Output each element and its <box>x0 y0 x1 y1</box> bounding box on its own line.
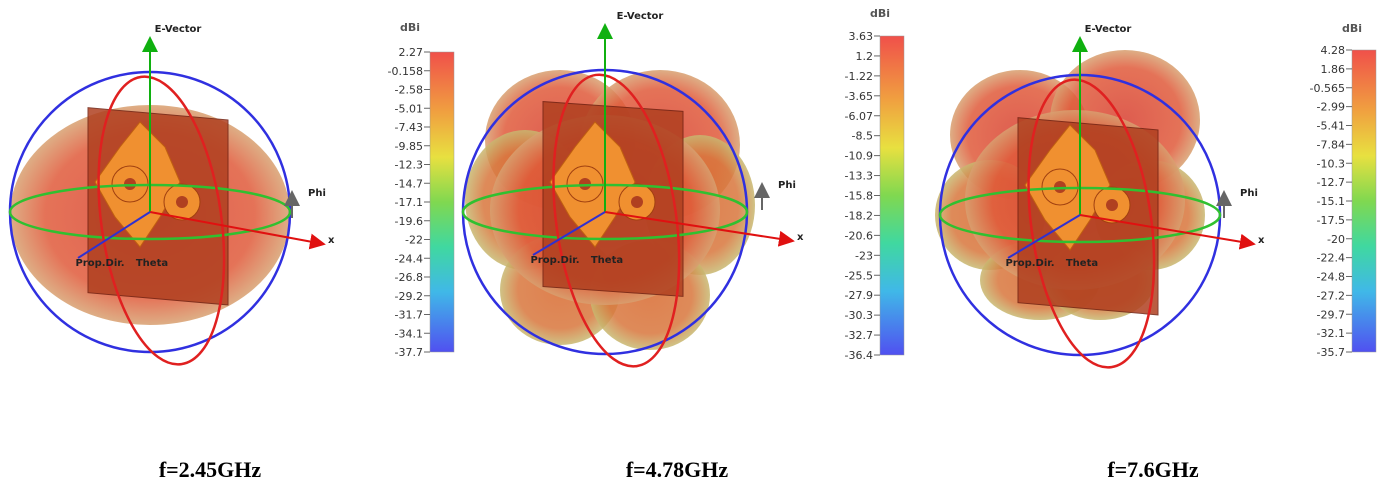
colorbar-tick-label: -36.4 <box>845 349 873 362</box>
colorbar-tick-label: -27.9 <box>845 289 873 302</box>
colorbar-tick-label: -17.1 <box>395 196 423 209</box>
colorbar-tick-label: -12.7 <box>1317 176 1345 189</box>
phi-label: Phi <box>1240 188 1258 199</box>
patch-hole <box>1106 199 1118 211</box>
colorbar-tick-label: -24.4 <box>395 252 423 265</box>
colorbar-tick-label: -22.4 <box>1317 252 1345 265</box>
colorbar-tick-label: -23 <box>855 249 873 262</box>
page: {"panels":[ {"caption":"f=2.45GHz","e_ve… <box>0 0 1388 485</box>
radiation-panel: E-Vector Phi x Prop.Dir. Theta dBi 2.27 -0.158 -… <box>10 21 454 482</box>
colorbar-tick-label: -10.9 <box>845 150 873 163</box>
colorbar-tick-label: -9.85 <box>395 140 423 153</box>
colorbar-tick-label: -15.8 <box>845 190 873 203</box>
colorbar-tick-label: -25.5 <box>845 269 873 282</box>
colorbar <box>880 36 904 355</box>
colorbar-tick-label: -20 <box>1327 233 1345 246</box>
colorbar-tick-label: -37.7 <box>395 346 423 359</box>
colorbar-tick-label: -20.6 <box>845 229 873 242</box>
colorbar-tick-label: -34.1 <box>395 327 423 340</box>
e-vector-label: E-Vector <box>617 11 664 22</box>
colorbar-tick-label: 4.28 <box>1321 44 1346 57</box>
colorbar-tick-label: -0.158 <box>388 65 423 78</box>
colorbar-tick-label: -5.01 <box>395 102 423 115</box>
colorbar-tick-label: -17.5 <box>1317 214 1345 227</box>
patch-hole <box>631 196 643 208</box>
colorbar-tick-label: 2.27 <box>399 46 424 59</box>
colorbar-tick-label: -12.3 <box>395 159 423 172</box>
x-label: x <box>797 232 804 243</box>
colorbar-tick-label: -5.41 <box>1317 120 1345 133</box>
phi-label: Phi <box>308 188 326 199</box>
patch-hole <box>176 196 188 208</box>
colorbar-tick-label: -35.7 <box>1317 346 1345 359</box>
colorbar-tick-label: -32.7 <box>845 329 873 342</box>
prop-dir-label: Prop.Dir. <box>75 258 124 269</box>
e-vector-label: E-Vector <box>155 24 202 35</box>
colorbar-tick-label: -3.65 <box>845 90 873 103</box>
colorbar-tick-label: -19.6 <box>395 215 423 228</box>
colorbar-tick-label: -1.22 <box>845 70 873 83</box>
colorbar-tick-label: -14.7 <box>395 177 423 190</box>
colorbar-tick-label: -2.58 <box>395 84 423 97</box>
colorbar-tick-label: -31.7 <box>395 309 423 322</box>
colorbar-tick-label: -15.1 <box>1317 195 1345 208</box>
radiation-panel: E-Vector Phi x Prop.Dir. Theta dBi 4.28 1.86 -0.… <box>935 22 1376 482</box>
colorbar-tick-label: -10.3 <box>1317 157 1345 170</box>
x-label: x <box>1258 235 1265 246</box>
panel-caption: f=4.78GHz <box>626 457 729 482</box>
colorbar-tick-label: -6.07 <box>845 110 873 123</box>
radiation-panel: E-Vector Phi x Prop.Dir. Theta dBi 3.63 1.2 -1.2… <box>463 7 904 482</box>
colorbar-unit: dBi <box>1342 22 1362 35</box>
phi-label: Phi <box>778 180 796 191</box>
colorbar-tick-label: -29.2 <box>395 290 423 303</box>
colorbar-tick-label: -2.99 <box>1317 101 1345 114</box>
panel-caption: f=7.6GHz <box>1107 457 1199 482</box>
colorbar-tick-label: 1.2 <box>856 50 874 63</box>
figure: E-Vector Phi x Prop.Dir. Theta dBi 2.27 -0.158 -… <box>0 0 1388 485</box>
theta-label: Theta <box>136 258 168 269</box>
colorbar-tick-label: -7.84 <box>1317 138 1345 151</box>
colorbar-tick-label: -27.2 <box>1317 289 1345 302</box>
colorbar <box>1352 50 1376 352</box>
colorbar-tick-label: -30.3 <box>845 309 873 322</box>
prop-dir-label: Prop.Dir. <box>530 255 579 266</box>
colorbar-tick-label: -0.565 <box>1310 82 1345 95</box>
theta-label: Theta <box>1066 258 1098 269</box>
colorbar-tick-label: -32.1 <box>1317 327 1345 340</box>
colorbar <box>430 52 454 352</box>
colorbar-tick-label: -7.43 <box>395 121 423 134</box>
x-label: x <box>328 235 335 246</box>
colorbar-tick-label: -26.8 <box>395 271 423 284</box>
colorbar-tick-label: -18.2 <box>845 209 873 222</box>
theta-label: Theta <box>591 255 623 266</box>
colorbar-tick-label: 1.86 <box>1321 63 1346 76</box>
colorbar-tick-label: -24.8 <box>1317 271 1345 284</box>
e-vector-label: E-Vector <box>1085 24 1132 35</box>
panel-caption: f=2.45GHz <box>159 457 262 482</box>
colorbar-unit: dBi <box>400 21 420 34</box>
colorbar-tick-label: 3.63 <box>849 30 874 43</box>
colorbar-tick-label: -29.7 <box>1317 308 1345 321</box>
colorbar-unit: dBi <box>870 7 890 20</box>
colorbar-tick-label: -22 <box>405 234 423 247</box>
colorbar-tick-label: -13.3 <box>845 170 873 183</box>
colorbar-tick-label: -8.5 <box>852 130 873 143</box>
prop-dir-label: Prop.Dir. <box>1005 258 1054 269</box>
